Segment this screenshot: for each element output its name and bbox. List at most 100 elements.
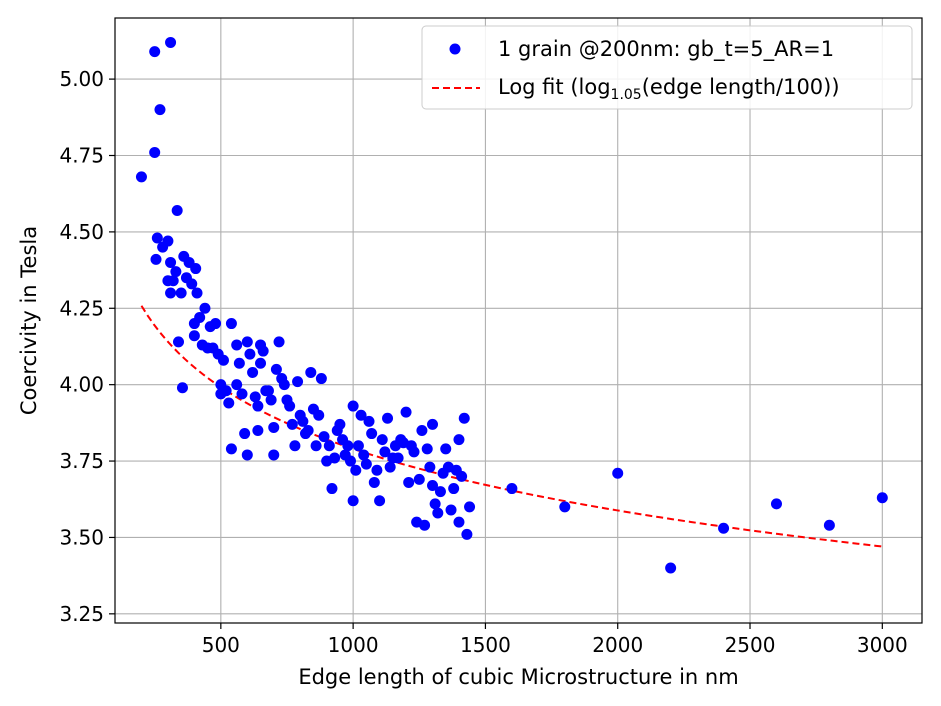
data-point xyxy=(165,256,177,268)
data-point xyxy=(149,46,161,58)
y-tick-label: 4.50 xyxy=(59,220,104,244)
data-point xyxy=(434,486,446,498)
data-point xyxy=(770,498,782,510)
data-point xyxy=(392,452,404,464)
data-point xyxy=(421,443,433,455)
data-point xyxy=(149,146,161,158)
data-point xyxy=(231,339,243,351)
points-layer xyxy=(135,36,888,574)
data-point xyxy=(366,428,378,440)
data-point xyxy=(416,425,428,436)
x-axis-ticks: 500 1000 1500 2000 2500 3000 xyxy=(202,623,908,657)
data-point xyxy=(429,498,441,510)
data-point xyxy=(344,455,356,467)
x-tick-label: 1500 xyxy=(460,633,511,657)
data-point xyxy=(302,425,314,436)
legend-marker-scatter xyxy=(449,43,461,55)
data-point xyxy=(194,311,206,323)
data-point xyxy=(236,388,248,400)
data-point xyxy=(323,440,335,452)
data-point xyxy=(154,104,166,116)
data-point xyxy=(176,382,188,394)
data-point xyxy=(210,318,222,330)
data-point xyxy=(400,406,412,418)
data-point xyxy=(413,473,425,485)
data-point xyxy=(384,461,396,473)
data-point xyxy=(292,376,304,388)
data-point xyxy=(352,440,364,452)
data-point xyxy=(382,412,394,424)
data-point xyxy=(342,440,354,452)
data-point xyxy=(424,461,436,473)
data-point xyxy=(456,470,468,482)
data-point xyxy=(427,418,439,430)
data-point xyxy=(165,287,177,299)
data-point xyxy=(252,400,264,412)
data-point xyxy=(249,391,261,403)
data-point xyxy=(286,418,298,430)
data-point xyxy=(223,397,235,409)
data-point xyxy=(188,330,200,342)
x-tick-label: 1000 xyxy=(328,633,379,657)
data-point xyxy=(186,278,198,290)
data-point xyxy=(305,366,317,378)
data-point xyxy=(419,519,431,531)
data-point xyxy=(347,400,359,412)
y-tick-label: 3.75 xyxy=(59,449,104,473)
legend-box xyxy=(421,25,913,110)
data-point xyxy=(231,379,243,391)
data-point xyxy=(334,418,346,430)
data-point xyxy=(876,492,888,504)
data-point xyxy=(255,357,267,369)
legend-label-fit: Log fit (log1.05(edge length/100)) xyxy=(498,75,840,103)
data-point xyxy=(162,235,174,247)
data-point xyxy=(464,501,476,513)
legend-fit-subscript: 1.05 xyxy=(611,87,642,103)
data-point xyxy=(612,467,624,479)
data-point xyxy=(239,428,251,440)
data-point xyxy=(506,483,518,495)
data-point xyxy=(432,507,444,519)
data-point xyxy=(374,495,386,507)
data-point xyxy=(368,476,380,488)
data-point xyxy=(453,434,465,446)
fit-layer xyxy=(140,305,883,548)
data-point xyxy=(225,318,237,330)
data-point xyxy=(445,504,457,516)
data-point xyxy=(170,266,182,278)
legend-fit-prefix: Log fit (log xyxy=(498,75,611,99)
data-point xyxy=(175,287,187,299)
data-point xyxy=(427,480,439,491)
data-point xyxy=(403,476,415,488)
data-point xyxy=(241,336,253,348)
y-tick-label: 4.75 xyxy=(59,144,104,168)
data-point xyxy=(318,431,330,443)
data-point xyxy=(326,483,338,495)
data-point xyxy=(379,446,391,458)
y-tick-label: 4.00 xyxy=(59,373,104,397)
data-point xyxy=(289,440,301,452)
y-tick-label: 3.25 xyxy=(59,602,104,626)
data-point xyxy=(350,464,362,476)
data-point xyxy=(363,415,375,427)
legend: 1 grain @200nm: gb_t=5_AR=1 Log fit (log… xyxy=(421,25,913,110)
data-point xyxy=(665,562,677,574)
x-tick-label: 500 xyxy=(202,633,240,657)
data-point xyxy=(313,409,325,421)
data-point xyxy=(252,425,264,436)
data-point xyxy=(355,409,367,421)
data-point xyxy=(458,412,470,424)
data-point xyxy=(190,263,202,275)
data-point xyxy=(360,458,372,470)
data-point xyxy=(329,452,341,464)
data-point xyxy=(167,275,179,287)
data-point xyxy=(559,501,571,513)
data-point xyxy=(270,363,282,375)
x-axis-label: Edge length of cubic Microstructure in n… xyxy=(298,665,738,689)
data-point xyxy=(244,348,256,360)
legend-label-scatter: 1 grain @200nm: gb_t=5_AR=1 xyxy=(498,37,834,62)
y-tick-label: 5.00 xyxy=(59,67,104,91)
data-point xyxy=(408,446,420,458)
data-point xyxy=(173,336,184,348)
data-point xyxy=(376,434,388,446)
